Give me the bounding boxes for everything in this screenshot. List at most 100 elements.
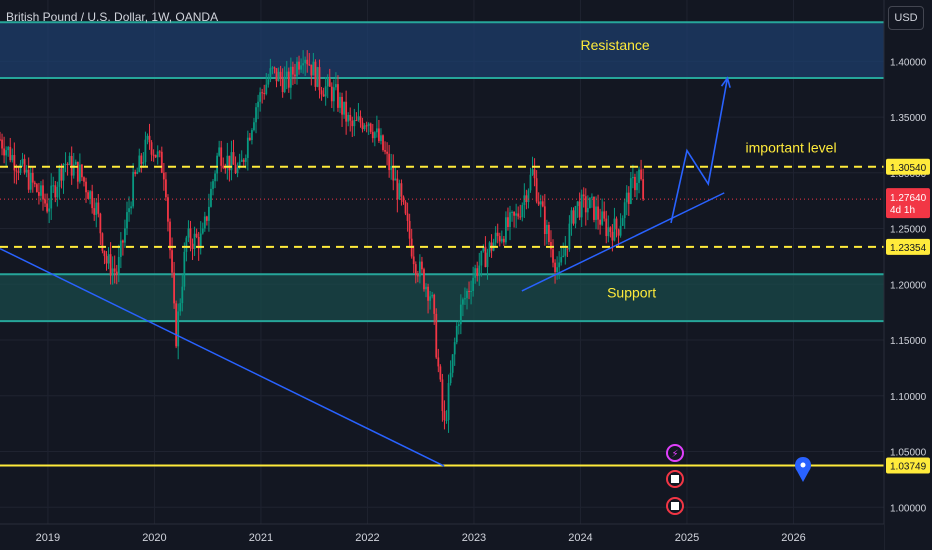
candle bbox=[384, 141, 386, 155]
candle-body bbox=[105, 256, 108, 264]
map-pin-icon[interactable] bbox=[795, 457, 811, 482]
candle-body bbox=[402, 196, 405, 202]
level-price-tag bbox=[886, 158, 930, 175]
candle bbox=[631, 164, 634, 189]
candle-body bbox=[277, 71, 280, 82]
candle bbox=[306, 50, 309, 73]
candle-body bbox=[294, 74, 296, 77]
candle-body bbox=[337, 84, 339, 108]
candle bbox=[52, 176, 55, 194]
candle bbox=[328, 68, 331, 87]
candle-body bbox=[171, 250, 173, 273]
y-tick-label: 1.05000 bbox=[890, 448, 927, 459]
candle-body bbox=[218, 147, 221, 156]
trendline[interactable] bbox=[0, 247, 445, 467]
candle-body bbox=[177, 311, 180, 347]
candle-body bbox=[156, 151, 159, 158]
price-axis: 1.400001.350001.300001.250001.200001.150… bbox=[883, 0, 932, 550]
projection-path[interactable] bbox=[670, 77, 729, 224]
annotation-label: Support bbox=[607, 285, 656, 301]
candle-body bbox=[154, 154, 157, 158]
candle-body bbox=[447, 383, 450, 420]
candle-body bbox=[126, 212, 128, 229]
candle bbox=[191, 238, 194, 260]
trendline[interactable] bbox=[521, 192, 725, 292]
candle bbox=[162, 162, 165, 191]
candle-body bbox=[437, 357, 440, 367]
candle-body bbox=[228, 155, 231, 171]
candle bbox=[152, 149, 155, 162]
candle-body bbox=[439, 366, 442, 380]
candle-body bbox=[418, 261, 421, 277]
candle-body bbox=[629, 178, 632, 204]
candle-body bbox=[470, 290, 472, 292]
candle-body bbox=[525, 195, 528, 203]
candle-body bbox=[25, 169, 28, 173]
candle-body bbox=[474, 268, 477, 278]
lightning-glyph: ⚡ bbox=[671, 449, 678, 460]
candle-body bbox=[232, 152, 235, 165]
candle bbox=[572, 207, 575, 226]
candle-body bbox=[631, 176, 634, 179]
candle-body bbox=[613, 218, 616, 241]
candle bbox=[298, 55, 300, 75]
candle-body bbox=[226, 155, 229, 168]
candle-body bbox=[146, 135, 149, 140]
candle bbox=[341, 92, 343, 127]
candle-body bbox=[378, 128, 380, 142]
candle bbox=[50, 173, 53, 220]
candle bbox=[519, 204, 522, 220]
candle-body bbox=[574, 206, 577, 224]
candle bbox=[468, 281, 470, 300]
candle bbox=[425, 283, 427, 298]
candle-body bbox=[38, 192, 40, 196]
candle-body bbox=[556, 267, 559, 273]
candle-body bbox=[386, 151, 389, 154]
candle bbox=[593, 196, 595, 223]
candle bbox=[226, 142, 229, 180]
candle bbox=[203, 211, 206, 232]
candle bbox=[310, 64, 313, 86]
candle bbox=[339, 92, 341, 114]
candle bbox=[285, 60, 288, 90]
candle bbox=[378, 119, 380, 144]
currency-button[interactable]: USD bbox=[888, 6, 924, 30]
candle bbox=[31, 167, 34, 193]
candle-body bbox=[603, 211, 606, 219]
candle-body bbox=[623, 202, 626, 219]
candle-body bbox=[330, 86, 333, 102]
lightning-icon[interactable] bbox=[666, 444, 684, 462]
candle bbox=[212, 179, 214, 196]
candle bbox=[146, 133, 149, 145]
candle bbox=[500, 230, 503, 244]
candle-body bbox=[406, 213, 409, 221]
resistance-zone bbox=[0, 22, 884, 79]
candle-body bbox=[586, 208, 589, 213]
candle-body bbox=[193, 233, 196, 249]
candle bbox=[371, 123, 374, 143]
candle bbox=[291, 61, 294, 86]
candle bbox=[199, 221, 202, 255]
candle-body bbox=[208, 206, 210, 221]
candle-body bbox=[113, 268, 116, 272]
candle bbox=[396, 170, 399, 213]
candle-body bbox=[642, 179, 645, 200]
candle-body bbox=[427, 286, 429, 301]
candle bbox=[474, 264, 477, 284]
candle bbox=[554, 259, 556, 284]
candle bbox=[515, 203, 518, 228]
candle bbox=[124, 219, 126, 248]
support-zone bbox=[0, 274, 884, 322]
candle bbox=[400, 179, 403, 206]
candle bbox=[222, 157, 225, 170]
candle bbox=[511, 210, 513, 222]
candle-body bbox=[576, 201, 579, 207]
candle bbox=[642, 168, 645, 201]
candle bbox=[332, 79, 335, 112]
candle bbox=[392, 154, 395, 191]
candle bbox=[322, 87, 325, 97]
candle-body bbox=[531, 169, 534, 175]
candle bbox=[599, 208, 602, 235]
candle bbox=[25, 165, 28, 178]
